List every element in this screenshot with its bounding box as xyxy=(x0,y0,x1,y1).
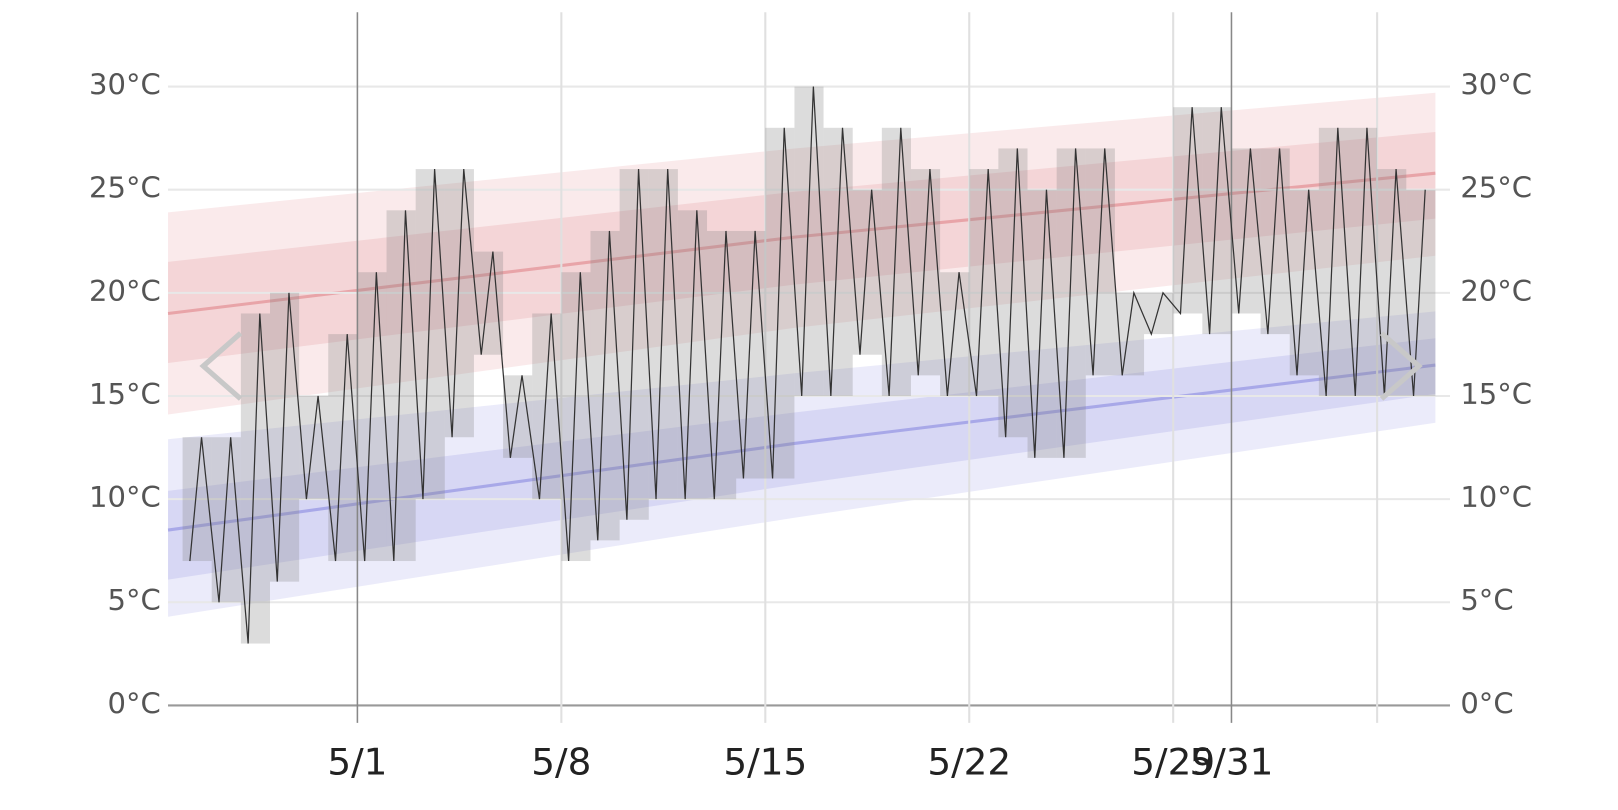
y2-tick-label: 15°C xyxy=(1460,377,1532,411)
daily-range xyxy=(561,272,591,562)
daily-range xyxy=(910,169,941,376)
y2-tick-label: 10°C xyxy=(1460,480,1532,514)
daily-range xyxy=(881,127,911,396)
y2-tick-label: 0°C xyxy=(1460,687,1513,721)
y-tick-label: 25°C xyxy=(89,171,161,205)
daily-range xyxy=(473,251,504,355)
band-10-90 xyxy=(168,311,1436,617)
daily-range xyxy=(240,313,270,644)
labels: 0°C 0°C 5°C 5°C 10°C 10°C 15°C 15°C 20°C 20°C 25°C… xyxy=(89,68,1532,784)
y-tick-label: 10°C xyxy=(89,480,161,514)
next-arrow[interactable] xyxy=(1379,331,1423,401)
daily-range xyxy=(969,169,999,396)
y2-tick-label: 25°C xyxy=(1460,171,1532,205)
normal-bands xyxy=(167,92,1436,617)
x-tick-label: 5/15 xyxy=(723,740,807,783)
x-tick-label: 5/1 xyxy=(327,740,387,783)
x-tick-label: 5/29 xyxy=(1131,740,1215,783)
band-10-90 xyxy=(168,92,1436,415)
normal-mean-line xyxy=(167,363,1436,532)
daily-range xyxy=(590,230,620,541)
daily-range xyxy=(1056,148,1086,458)
daily-range xyxy=(852,189,882,355)
band-25-75 xyxy=(168,338,1436,580)
y-tick-label: 20°C xyxy=(89,274,161,308)
daily-range xyxy=(940,272,970,396)
daily-range xyxy=(415,169,445,500)
daily-range xyxy=(823,127,853,396)
y-tick-label: 30°C xyxy=(89,68,161,102)
prev-arrow[interactable] xyxy=(199,331,243,401)
daily-range xyxy=(386,210,416,562)
daily-range xyxy=(532,313,562,500)
y2-tick-label: 30°C xyxy=(1460,68,1532,102)
daily-range xyxy=(998,148,1028,438)
y-tick-label: 5°C xyxy=(108,583,161,617)
observed xyxy=(182,86,1436,644)
daily-range xyxy=(328,334,358,562)
daily-range xyxy=(1377,169,1407,396)
daily-range xyxy=(357,272,387,562)
y2-tick-label: 20°C xyxy=(1460,274,1532,308)
daily-range xyxy=(1027,189,1057,458)
daily-range xyxy=(1318,127,1349,396)
daily-range xyxy=(182,437,212,562)
y2-tick-label: 5°C xyxy=(1460,583,1513,617)
daily-range xyxy=(765,127,795,479)
daily-range xyxy=(794,86,824,396)
y-tick-label: 15°C xyxy=(89,377,161,411)
y-tick-label: 0°C xyxy=(108,687,161,721)
temperature-line xyxy=(189,86,1426,644)
x-tick-label: 5/8 xyxy=(531,740,591,783)
daily-range xyxy=(1173,107,1203,314)
daily-range xyxy=(619,169,649,520)
grid xyxy=(168,12,1450,723)
daily-range xyxy=(1289,189,1319,376)
daily-range xyxy=(269,292,300,582)
x-tick-label: 5/31 xyxy=(1190,740,1274,783)
x-tick-label: 5/22 xyxy=(927,740,1011,783)
daily-range xyxy=(1231,148,1261,314)
